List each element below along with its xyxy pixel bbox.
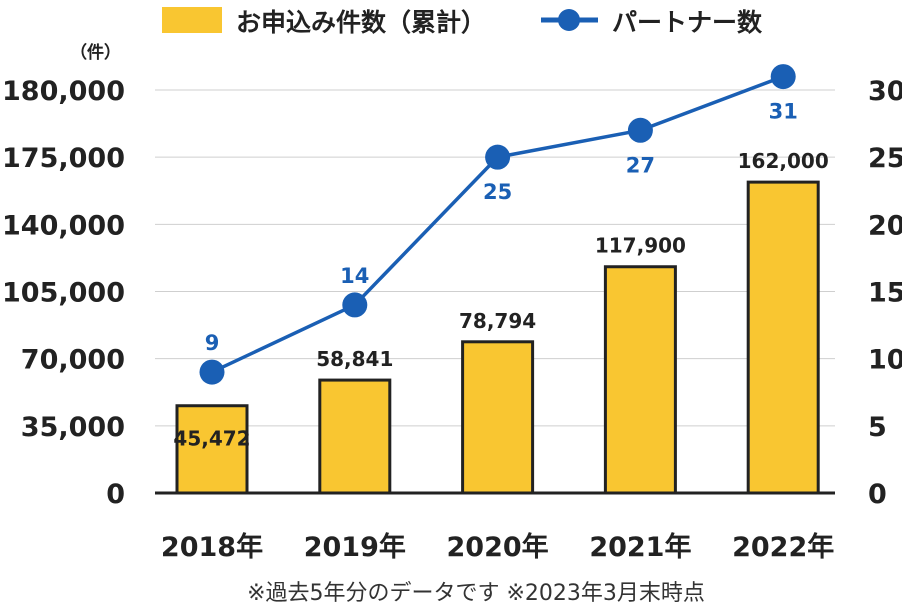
x-axis: 2018年 2019年 2020年 2021年 2022年 [155, 491, 835, 563]
left-tick-label: 35,000 [21, 412, 125, 443]
bar [746, 180, 820, 495]
point-value-label: 14 [340, 264, 369, 288]
right-tick-label: 5 [868, 412, 887, 443]
line-point [199, 359, 225, 385]
x-tick-label: 2020年 [447, 531, 549, 563]
legend-bar-swatch [162, 7, 222, 33]
point-value-label: 25 [483, 180, 512, 204]
line-point [485, 144, 511, 170]
left-tick-label: 175,000 [2, 143, 125, 174]
legend-marker [558, 9, 580, 31]
line-point [627, 117, 653, 143]
line-point [342, 292, 368, 318]
right-tick-label: 20 [868, 210, 902, 241]
right-tick-label: 15 [868, 278, 902, 309]
right-tick-label: 0 [868, 479, 887, 510]
bar [318, 378, 392, 495]
line-series: 9 14 25 27 31 [199, 64, 798, 385]
line-point [770, 64, 796, 90]
legend: お申込み件数（累計） パートナー数 [162, 7, 763, 37]
bar-value-label: 162,000 [738, 149, 829, 173]
x-tick-label: 2018年 [161, 531, 263, 563]
left-tick-label: 105,000 [2, 278, 125, 309]
left-axis-unit: （件） [70, 42, 121, 63]
x-tick-label: 2019年 [304, 531, 406, 563]
bar-series: 45,472 58,841 78,794 117,900 162,000 [173, 149, 829, 495]
legend-label-partners: パートナー数 [612, 8, 763, 37]
footnote: ※過去5年分のデータです ※2023年3月末時点 [247, 581, 705, 606]
left-tick-label: 180,000 [2, 76, 125, 107]
right-tick-label: 10 [868, 345, 902, 376]
x-tick-label: 2022年 [732, 531, 834, 563]
bar-value-label: 78,794 [459, 309, 536, 333]
point-value-label: 31 [769, 100, 798, 124]
right-axis: 0 5 10 15 20 25 30 [868, 76, 902, 510]
point-value-label: 9 [205, 331, 220, 355]
left-axis: 0 35,000 70,000 105,000 140,000 175,000 180,00… [2, 76, 125, 510]
bar [603, 265, 677, 495]
right-tick-label: 25 [868, 143, 902, 174]
left-tick-label: 140,000 [2, 210, 125, 241]
point-value-label: 27 [626, 153, 655, 177]
left-tick-label: 70,000 [21, 345, 125, 376]
left-tick-label: 0 [106, 479, 125, 510]
x-tick-label: 2021年 [589, 531, 691, 563]
bar-value-label: 58,841 [316, 347, 393, 371]
bar-value-label: 45,472 [173, 427, 250, 451]
right-tick-label: 30 [868, 76, 902, 107]
bar-value-label: 117,900 [595, 234, 686, 258]
legend-label-applications: お申込み件数（累計） [236, 8, 486, 37]
bar [461, 340, 535, 495]
